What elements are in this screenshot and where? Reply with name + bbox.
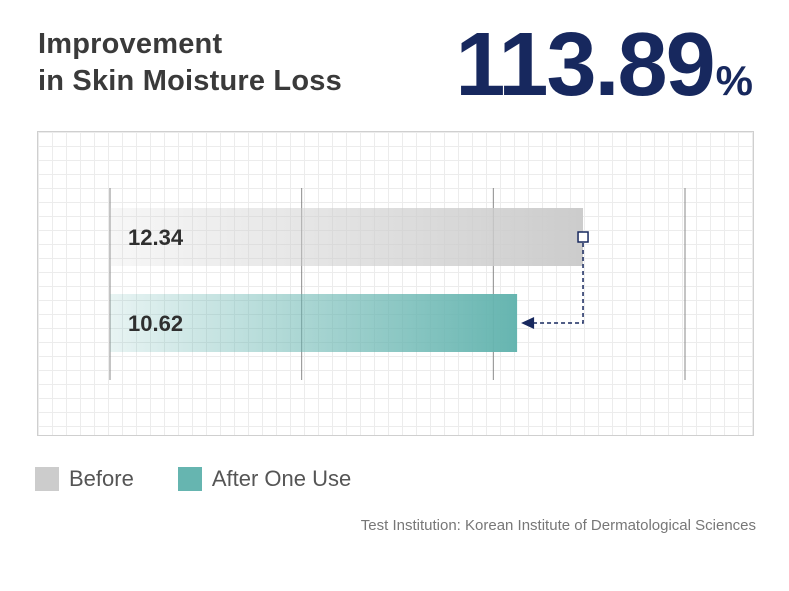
legend-item-after: After One Use [177,466,352,492]
title-line-1: Improvement [38,28,223,60]
arrow-dashed-line [533,243,584,324]
data-label-before: 12.34 [128,225,184,250]
legend-label-after: After One Use [211,466,352,491]
arrow-head [521,317,535,329]
data-label-after: 10.62 [128,311,183,336]
legend-swatch-before [35,467,59,491]
title-line-2: in Skin Moisture Loss [38,65,342,97]
legend-item-before: Before [35,466,134,492]
chart-area: 12.34 10.62 [37,131,754,436]
bar-chart: 12.34 10.62 [109,188,686,380]
footnote: Test Institution: Korean Institute of De… [360,517,756,534]
legend-swatch-after [177,467,202,491]
bar-after [110,294,518,352]
headline-unit: % [715,57,753,104]
chart-title: Improvement in Skin Moisture Loss [38,26,342,100]
legend-label-before: Before [69,466,134,491]
headline-percentage: 113.89% [455,20,753,110]
arrow-start-marker [577,231,589,243]
legend: Before After One Use [35,466,395,492]
headline-value: 113.89 [455,15,715,115]
bar-before [110,208,584,266]
